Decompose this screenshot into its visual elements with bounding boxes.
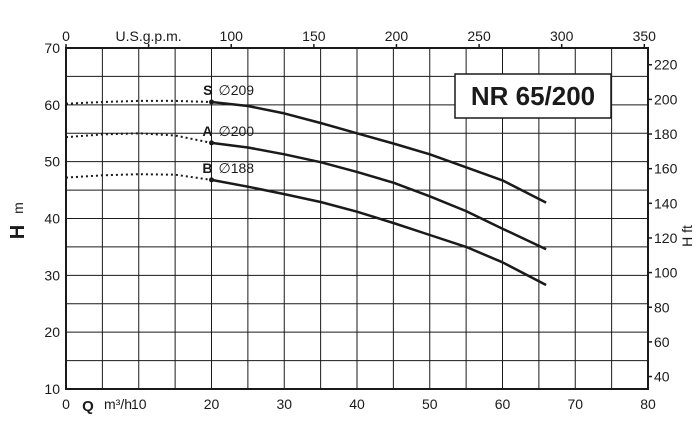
right-tick-label: 140 <box>654 195 678 211</box>
top-tick-label: 350 <box>633 28 657 44</box>
right-tick-label: 80 <box>654 299 670 315</box>
curve-b <box>211 178 547 287</box>
curve-s-start-dot <box>209 99 214 105</box>
y-tick-label: 70 <box>44 40 60 56</box>
y-axis-symbol: H <box>7 225 29 239</box>
right-tick-label: 220 <box>654 57 678 73</box>
y-axis-unit: m <box>10 202 26 214</box>
y-tick-label: 60 <box>44 97 60 113</box>
right-tick-label: 40 <box>654 369 670 385</box>
right-axis-title: H ft <box>679 225 695 247</box>
x-tick-label: 40 <box>349 396 365 412</box>
curve-a-dashed <box>65 132 212 144</box>
curve-label-letter: S <box>203 82 212 98</box>
top-tick-label: 200 <box>385 28 409 44</box>
chart-title: NR 65/200 <box>471 81 595 111</box>
curve-label-diameter: ∅200 <box>219 123 255 139</box>
right-tick-label: 100 <box>654 265 678 281</box>
curve-s <box>211 100 547 204</box>
x-tick-label: 0 <box>62 396 70 412</box>
x-tick-label: 10 <box>131 396 147 412</box>
curve-label-diameter: ∅209 <box>219 82 255 98</box>
right-tick-label: 120 <box>654 230 678 246</box>
right-tick-label: 200 <box>654 91 678 107</box>
top-tick-label: 250 <box>467 28 491 44</box>
x-tick-label: 50 <box>422 396 438 412</box>
x-tick-label: 60 <box>495 396 511 412</box>
x-tick-label: 30 <box>276 396 292 412</box>
y-tick-label: 40 <box>44 211 60 227</box>
top-tick-label: 100 <box>220 28 244 44</box>
axis-ticks: 0 10 20 30 40 50 60 70 800 100 150 200 250 300 3501020… <box>44 28 677 412</box>
curve-label-letter: B <box>202 160 212 176</box>
curve-b-start-dot <box>209 177 214 183</box>
x-axis-unit: m³/h <box>104 396 132 412</box>
y-tick-label: 10 <box>44 381 60 397</box>
curve-label-diameter: ∅188 <box>219 160 255 176</box>
curve-s-dashed <box>65 99 212 105</box>
right-tick-label: 160 <box>654 161 678 177</box>
curve-label-letter: A <box>202 123 212 139</box>
curves <box>65 99 547 287</box>
title-box <box>454 73 612 119</box>
plot-frame <box>65 47 649 390</box>
curve-b-dashed <box>65 173 212 181</box>
y-tick-label: 50 <box>44 154 60 170</box>
right-tick-label: 180 <box>654 126 678 142</box>
y-tick-label: 30 <box>44 267 60 283</box>
right-tick-label: 60 <box>654 334 670 350</box>
curve-a-start-dot <box>209 140 214 146</box>
y-tick-label: 20 <box>44 324 60 340</box>
x-tick-label: 80 <box>640 396 656 412</box>
curve-a <box>211 141 547 251</box>
x-tick-label: 20 <box>204 396 220 412</box>
top-tick-label: 150 <box>302 28 326 44</box>
x-axis-symbol: Q <box>82 398 94 415</box>
top-axis-title: U.S.g.p.m. <box>116 28 182 44</box>
top-tick-label: 0 <box>62 28 70 44</box>
x-tick-label: 70 <box>567 396 583 412</box>
top-tick-label: 300 <box>550 28 574 44</box>
